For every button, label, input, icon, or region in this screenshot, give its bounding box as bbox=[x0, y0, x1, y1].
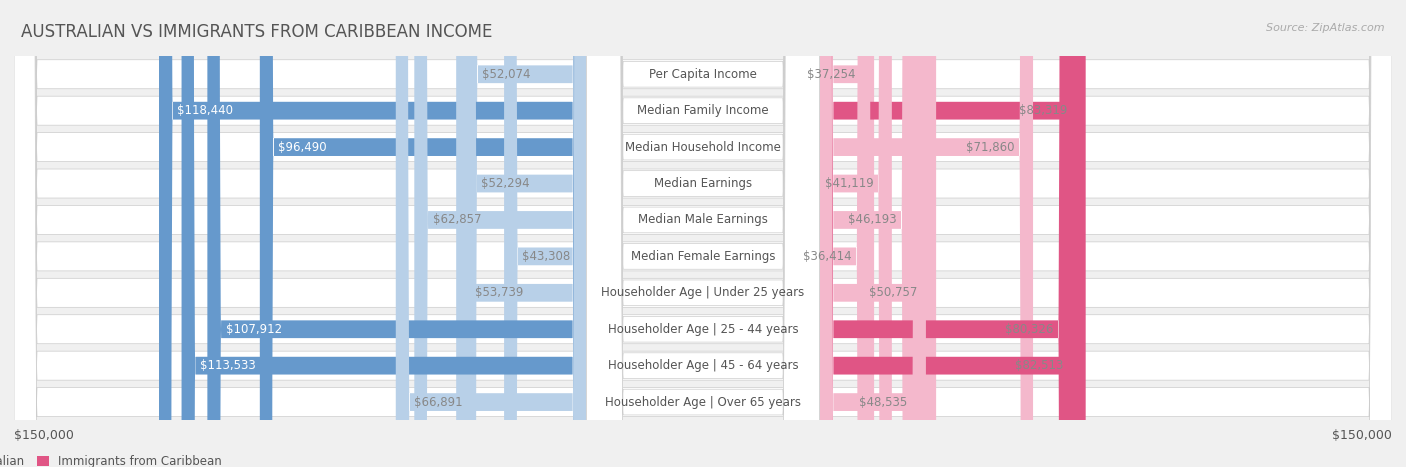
Text: $53,739: $53,739 bbox=[475, 286, 523, 299]
FancyBboxPatch shape bbox=[14, 0, 1392, 467]
Legend: Australian, Immigrants from Caribbean: Australian, Immigrants from Caribbean bbox=[0, 450, 226, 467]
Text: Median Family Income: Median Family Income bbox=[637, 104, 769, 117]
Text: $107,912: $107,912 bbox=[226, 323, 281, 336]
FancyBboxPatch shape bbox=[14, 0, 1392, 467]
FancyBboxPatch shape bbox=[14, 0, 1392, 467]
Text: $96,490: $96,490 bbox=[278, 141, 326, 154]
Text: $41,119: $41,119 bbox=[825, 177, 873, 190]
Text: Source: ZipAtlas.com: Source: ZipAtlas.com bbox=[1267, 23, 1385, 33]
Text: $46,193: $46,193 bbox=[848, 213, 897, 226]
FancyBboxPatch shape bbox=[456, 0, 586, 467]
Text: $48,535: $48,535 bbox=[859, 396, 907, 409]
Text: Householder Age | 25 - 44 years: Householder Age | 25 - 44 years bbox=[607, 323, 799, 336]
Text: Median Earnings: Median Earnings bbox=[654, 177, 752, 190]
Text: $43,308: $43,308 bbox=[523, 250, 571, 263]
Text: $37,254: $37,254 bbox=[807, 68, 856, 81]
FancyBboxPatch shape bbox=[820, 0, 915, 467]
Text: Householder Age | Over 65 years: Householder Age | Over 65 years bbox=[605, 396, 801, 409]
FancyBboxPatch shape bbox=[505, 0, 586, 467]
Text: Median Household Income: Median Household Income bbox=[626, 141, 780, 154]
Text: $36,414: $36,414 bbox=[803, 250, 852, 263]
Text: $52,294: $52,294 bbox=[481, 177, 530, 190]
Text: $71,860: $71,860 bbox=[966, 141, 1015, 154]
FancyBboxPatch shape bbox=[820, 0, 936, 467]
FancyBboxPatch shape bbox=[586, 0, 820, 467]
FancyBboxPatch shape bbox=[181, 0, 586, 467]
Text: $80,326: $80,326 bbox=[1005, 323, 1053, 336]
FancyBboxPatch shape bbox=[260, 0, 586, 467]
Text: Householder Age | 45 - 64 years: Householder Age | 45 - 64 years bbox=[607, 359, 799, 372]
FancyBboxPatch shape bbox=[14, 0, 1392, 467]
FancyBboxPatch shape bbox=[820, 0, 1083, 467]
FancyBboxPatch shape bbox=[463, 0, 586, 467]
Text: $83,319: $83,319 bbox=[1019, 104, 1067, 117]
FancyBboxPatch shape bbox=[586, 0, 820, 467]
FancyBboxPatch shape bbox=[820, 0, 891, 467]
FancyBboxPatch shape bbox=[14, 0, 1392, 467]
Text: $118,440: $118,440 bbox=[177, 104, 233, 117]
FancyBboxPatch shape bbox=[14, 0, 1392, 467]
FancyBboxPatch shape bbox=[586, 0, 820, 467]
FancyBboxPatch shape bbox=[14, 0, 1392, 467]
Text: Median Male Earnings: Median Male Earnings bbox=[638, 213, 768, 226]
Text: $82,513: $82,513 bbox=[1015, 359, 1063, 372]
FancyBboxPatch shape bbox=[586, 0, 820, 467]
Text: $52,074: $52,074 bbox=[482, 68, 530, 81]
FancyBboxPatch shape bbox=[820, 0, 1033, 467]
Text: $150,000: $150,000 bbox=[14, 430, 75, 442]
FancyBboxPatch shape bbox=[415, 0, 586, 467]
FancyBboxPatch shape bbox=[586, 0, 820, 467]
Text: AUSTRALIAN VS IMMIGRANTS FROM CARIBBEAN INCOME: AUSTRALIAN VS IMMIGRANTS FROM CARIBBEAN … bbox=[21, 23, 492, 42]
Text: Median Female Earnings: Median Female Earnings bbox=[631, 250, 775, 263]
FancyBboxPatch shape bbox=[14, 0, 1392, 467]
FancyBboxPatch shape bbox=[14, 0, 1392, 467]
Text: $50,757: $50,757 bbox=[869, 286, 918, 299]
Text: $150,000: $150,000 bbox=[1331, 430, 1392, 442]
FancyBboxPatch shape bbox=[820, 0, 875, 467]
FancyBboxPatch shape bbox=[820, 0, 870, 467]
FancyBboxPatch shape bbox=[820, 0, 1071, 467]
Text: Per Capita Income: Per Capita Income bbox=[650, 68, 756, 81]
FancyBboxPatch shape bbox=[820, 0, 1085, 467]
FancyBboxPatch shape bbox=[586, 0, 820, 467]
FancyBboxPatch shape bbox=[820, 0, 927, 467]
FancyBboxPatch shape bbox=[586, 0, 820, 467]
FancyBboxPatch shape bbox=[586, 0, 820, 467]
FancyBboxPatch shape bbox=[207, 0, 586, 467]
Text: $62,857: $62,857 bbox=[433, 213, 481, 226]
Text: Householder Age | Under 25 years: Householder Age | Under 25 years bbox=[602, 286, 804, 299]
FancyBboxPatch shape bbox=[14, 0, 1392, 467]
Text: $113,533: $113,533 bbox=[200, 359, 256, 372]
FancyBboxPatch shape bbox=[586, 0, 820, 467]
FancyBboxPatch shape bbox=[586, 0, 820, 467]
FancyBboxPatch shape bbox=[159, 0, 586, 467]
FancyBboxPatch shape bbox=[395, 0, 586, 467]
FancyBboxPatch shape bbox=[464, 0, 586, 467]
Text: $66,891: $66,891 bbox=[415, 396, 463, 409]
